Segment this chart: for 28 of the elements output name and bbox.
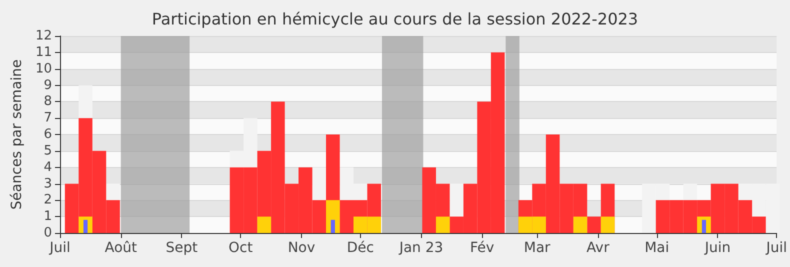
x-tick-label: Oct — [228, 240, 254, 256]
y-tick-label: 9 — [44, 78, 52, 93]
y-tick-label: 12 — [35, 28, 52, 44]
y-tick-label: 7 — [44, 110, 52, 126]
y-tick-label: 3 — [44, 176, 52, 192]
x-tick-label: Fév — [470, 240, 494, 256]
y-tick-label: 11 — [35, 44, 52, 60]
y-tick-label: 5 — [44, 143, 52, 158]
y-tick-label: 6 — [44, 127, 52, 142]
x-tick-label: Mar — [524, 240, 551, 256]
y-tick-label: 10 — [35, 61, 52, 76]
x-tick-label: Août — [104, 240, 138, 256]
y-tick-label: 4 — [44, 160, 52, 175]
x-tick-label: Nov — [288, 240, 316, 256]
y-axis-title: Séances par semaine — [9, 59, 25, 210]
y-tick-label: 2 — [44, 192, 52, 208]
chart-title: Participation en hémicycle au cours de la session 2022-2023 — [152, 10, 638, 28]
x-tick-label: Avr — [586, 240, 610, 256]
x-tick-label: Juil — [765, 240, 787, 256]
x-tick-label: Jan 23 — [398, 240, 444, 256]
y-tick-label: 0 — [44, 226, 52, 240]
x-tick-label: Mai — [644, 240, 670, 256]
x-tick-label: Juil — [48, 240, 70, 256]
y-tick-label: 8 — [44, 94, 52, 110]
x-tick-label: Sept — [166, 240, 198, 256]
y-tick-label: 1 — [44, 209, 52, 224]
x-tick-label: Juin — [704, 240, 731, 256]
x-tick-label: Déc — [346, 240, 374, 256]
